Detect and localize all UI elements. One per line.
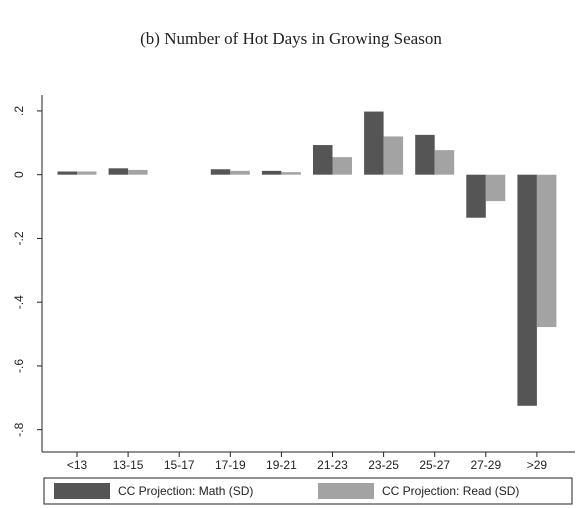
bar (536, 174, 557, 328)
bar (210, 169, 231, 175)
legend-label: CC Projection: Math (SD) (118, 484, 253, 498)
legend-swatch (54, 483, 110, 499)
bar (261, 170, 282, 175)
y-tick-label: .2 (12, 106, 26, 116)
x-tick-label: 23-25 (368, 458, 399, 472)
chart-title: (b) Number of Hot Days in Growing Season (140, 29, 442, 48)
x-tick-label: 15-17 (164, 458, 195, 472)
bar (77, 171, 97, 175)
legend (43, 477, 573, 505)
bar (108, 168, 129, 175)
bar (415, 134, 435, 175)
bar (313, 145, 333, 175)
bar (128, 169, 148, 175)
bar (466, 174, 486, 218)
bar (485, 174, 506, 202)
bar (57, 171, 77, 175)
y-tick-label: -.6 (12, 359, 26, 373)
x-tick-label: 17-19 (215, 458, 246, 472)
bar (230, 170, 250, 175)
x-tick-label: 27-29 (470, 458, 501, 472)
y-tick-label: 0 (12, 171, 26, 178)
bar (364, 111, 384, 175)
x-tick-label: <13 (67, 458, 88, 472)
y-tick-label: -.8 (12, 422, 26, 436)
bar (281, 172, 301, 175)
bar (517, 174, 537, 406)
y-tick-label: -.2 (12, 231, 26, 245)
x-tick-label: 25-27 (419, 458, 450, 472)
bar (332, 157, 352, 175)
x-tick-label: >29 (527, 458, 548, 472)
bar (434, 150, 455, 175)
x-tick-label: 19-21 (266, 458, 297, 472)
x-tick-label: 21-23 (317, 458, 348, 472)
legend-label: CC Projection: Read (SD) (382, 484, 519, 498)
bar (383, 136, 404, 175)
legend-swatch (318, 483, 374, 499)
y-tick-label: -.4 (12, 295, 26, 309)
x-tick-label: 13-15 (113, 458, 144, 472)
